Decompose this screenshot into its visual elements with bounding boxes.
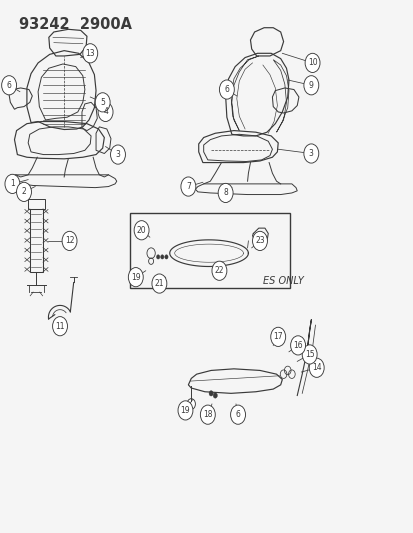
Text: 1: 1 <box>10 180 15 188</box>
Circle shape <box>2 76 17 95</box>
Text: 11: 11 <box>55 322 64 330</box>
Text: 6: 6 <box>7 81 12 90</box>
Text: 15: 15 <box>304 350 314 359</box>
Text: 23: 23 <box>254 237 264 245</box>
Text: 5: 5 <box>100 98 105 107</box>
Circle shape <box>290 336 305 355</box>
Circle shape <box>301 345 316 364</box>
Circle shape <box>213 393 217 398</box>
Text: 20: 20 <box>136 226 146 235</box>
Circle shape <box>187 399 195 409</box>
Circle shape <box>17 182 31 201</box>
Circle shape <box>52 317 67 336</box>
Text: 4: 4 <box>103 108 108 116</box>
Circle shape <box>164 255 168 259</box>
Text: 19: 19 <box>180 406 190 415</box>
Text: 93242  2900A: 93242 2900A <box>19 17 131 32</box>
Circle shape <box>218 183 233 203</box>
Text: 3: 3 <box>115 150 120 159</box>
Text: 13: 13 <box>85 49 95 58</box>
Text: ES ONLY: ES ONLY <box>262 277 303 286</box>
Text: 6: 6 <box>224 85 229 94</box>
Circle shape <box>211 261 226 280</box>
Circle shape <box>5 174 20 193</box>
Circle shape <box>304 53 319 72</box>
Text: 10: 10 <box>307 59 317 67</box>
Circle shape <box>110 145 125 164</box>
Text: 14: 14 <box>311 364 321 372</box>
Text: 2: 2 <box>21 188 26 196</box>
Circle shape <box>180 177 195 196</box>
Circle shape <box>303 76 318 95</box>
Circle shape <box>98 102 113 122</box>
Circle shape <box>252 231 267 251</box>
Text: 3: 3 <box>308 149 313 158</box>
Circle shape <box>83 44 97 63</box>
Text: 22: 22 <box>214 266 223 275</box>
Circle shape <box>95 93 110 112</box>
Text: 19: 19 <box>131 273 140 281</box>
Circle shape <box>156 255 159 259</box>
Text: 12: 12 <box>65 237 74 245</box>
Circle shape <box>309 358 323 377</box>
Circle shape <box>270 327 285 346</box>
Circle shape <box>178 401 192 420</box>
Text: 18: 18 <box>203 410 212 419</box>
Circle shape <box>209 391 213 396</box>
Circle shape <box>303 144 318 163</box>
Circle shape <box>62 231 77 251</box>
Text: 17: 17 <box>273 333 282 341</box>
Text: 8: 8 <box>223 189 228 197</box>
Text: 21: 21 <box>154 279 164 288</box>
Circle shape <box>230 405 245 424</box>
Circle shape <box>152 274 166 293</box>
Circle shape <box>134 221 149 240</box>
Circle shape <box>128 268 143 287</box>
Circle shape <box>160 255 164 259</box>
Text: 6: 6 <box>235 410 240 419</box>
Circle shape <box>200 405 215 424</box>
Bar <box>130 213 289 288</box>
Text: 9: 9 <box>308 81 313 90</box>
Text: 16: 16 <box>292 341 302 350</box>
Text: 7: 7 <box>185 182 190 191</box>
Circle shape <box>219 80 234 99</box>
